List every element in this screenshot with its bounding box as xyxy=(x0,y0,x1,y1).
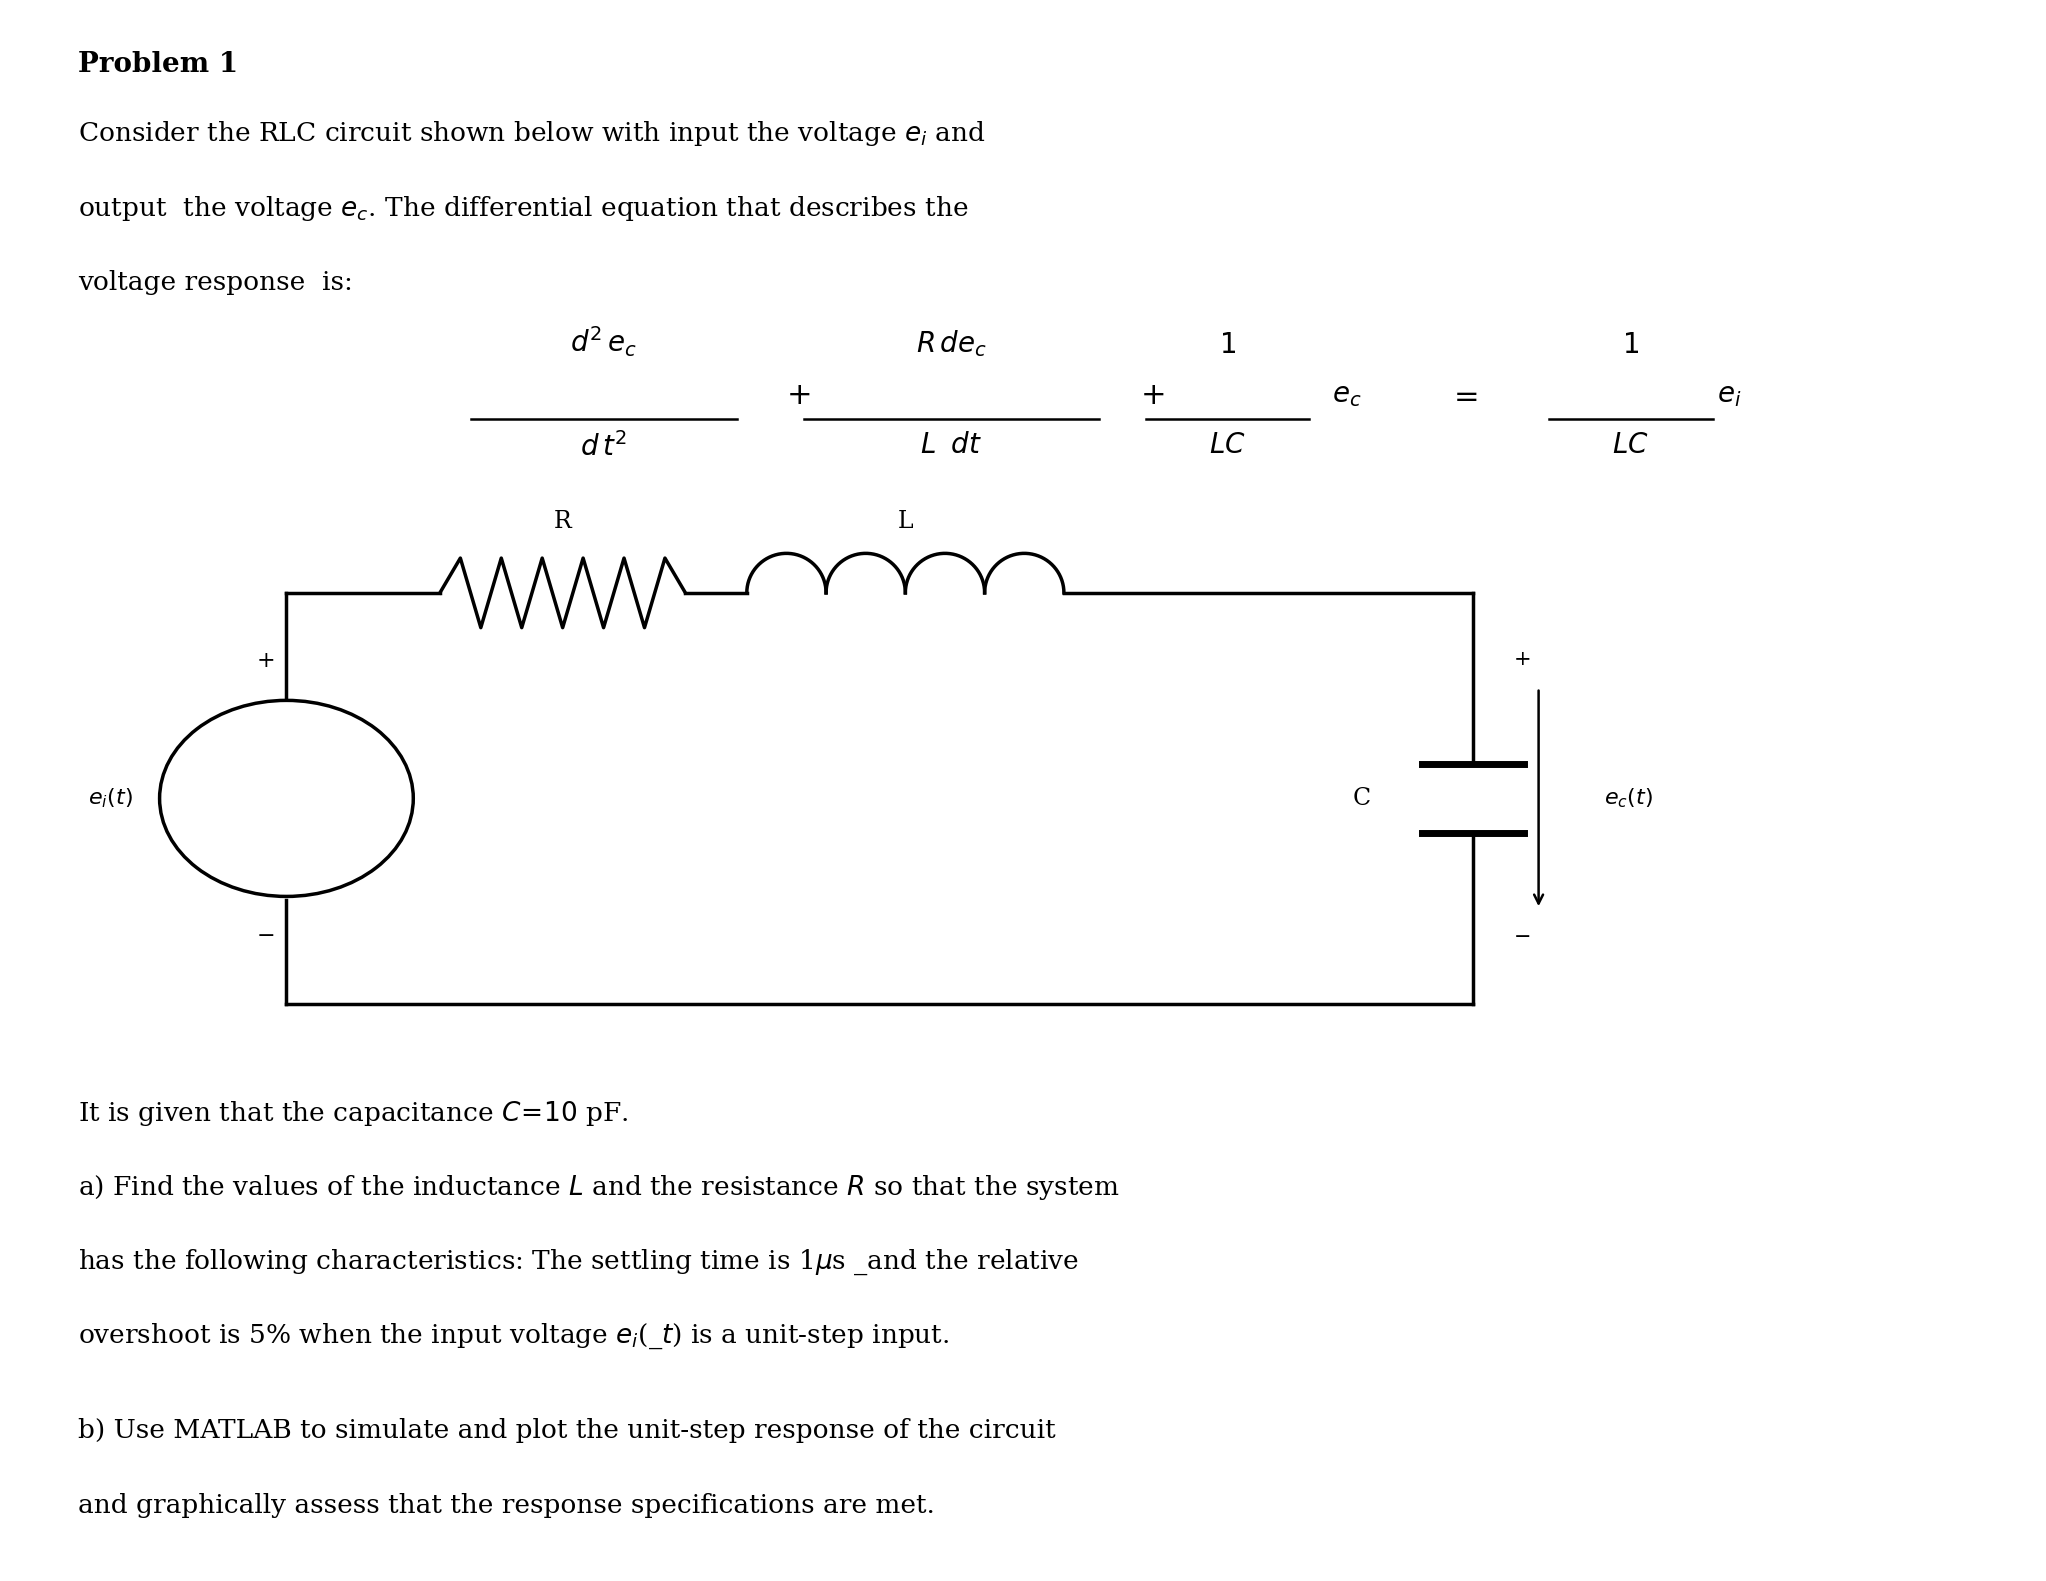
Text: It is given that the capacitance $C\!=\!10$ pF.: It is given that the capacitance $C\!=\!… xyxy=(78,1099,628,1127)
Text: $e_c$: $e_c$ xyxy=(1332,381,1361,409)
Text: $e_i$: $e_i$ xyxy=(1717,381,1741,409)
Text: voltage response  is:: voltage response is: xyxy=(78,270,352,296)
Text: overshoot is 5% when the input voltage $e_i$(_$t$) is a unit-step input.: overshoot is 5% when the input voltage $… xyxy=(78,1322,949,1352)
Text: $=$: $=$ xyxy=(1449,379,1477,411)
Text: $1$: $1$ xyxy=(1219,332,1236,359)
Text: $e_i(t)$: $e_i(t)$ xyxy=(88,787,133,809)
Text: R: R xyxy=(554,509,571,533)
Text: −: − xyxy=(256,925,276,947)
Text: +: + xyxy=(1514,650,1530,669)
Text: $R\,de_c$: $R\,de_c$ xyxy=(917,329,986,359)
Text: $LC$: $LC$ xyxy=(1612,432,1649,458)
Text: Problem 1: Problem 1 xyxy=(78,51,237,77)
Text: $e_c(t)$: $e_c(t)$ xyxy=(1604,787,1653,809)
Text: b) Use MATLAB to simulate and plot the unit-step response of the circuit: b) Use MATLAB to simulate and plot the u… xyxy=(78,1418,1056,1443)
Text: −: − xyxy=(1514,928,1530,947)
Text: and graphically assess that the response specifications are met.: and graphically assess that the response… xyxy=(78,1492,935,1518)
Text: $d\,t^2$: $d\,t^2$ xyxy=(579,432,628,462)
Text: $1$: $1$ xyxy=(1622,332,1639,359)
Text: output  the voltage $e_c$. The differential equation that describes the: output the voltage $e_c$. The differenti… xyxy=(78,194,968,223)
Text: $LC$: $LC$ xyxy=(1209,432,1246,458)
Text: $L\;\;dt$: $L\;\;dt$ xyxy=(921,432,982,458)
Text: +: + xyxy=(256,650,276,672)
Text: $+$: $+$ xyxy=(1140,379,1164,411)
Text: $+$: $+$ xyxy=(786,379,810,411)
Text: C: C xyxy=(1352,787,1371,809)
Text: Consider the RLC circuit shown below with input the voltage $e_i$ and: Consider the RLC circuit shown below wit… xyxy=(78,119,986,147)
Text: $d^2\, e_c$: $d^2\, e_c$ xyxy=(571,324,636,359)
Text: L: L xyxy=(898,509,913,533)
Text: has the following characteristics: The settling time is 1$\mu$s _and the relativ: has the following characteristics: The s… xyxy=(78,1247,1078,1277)
Text: a) Find the values of the inductance $L$ and the resistance $R$ so that the syst: a) Find the values of the inductance $L$… xyxy=(78,1173,1119,1202)
